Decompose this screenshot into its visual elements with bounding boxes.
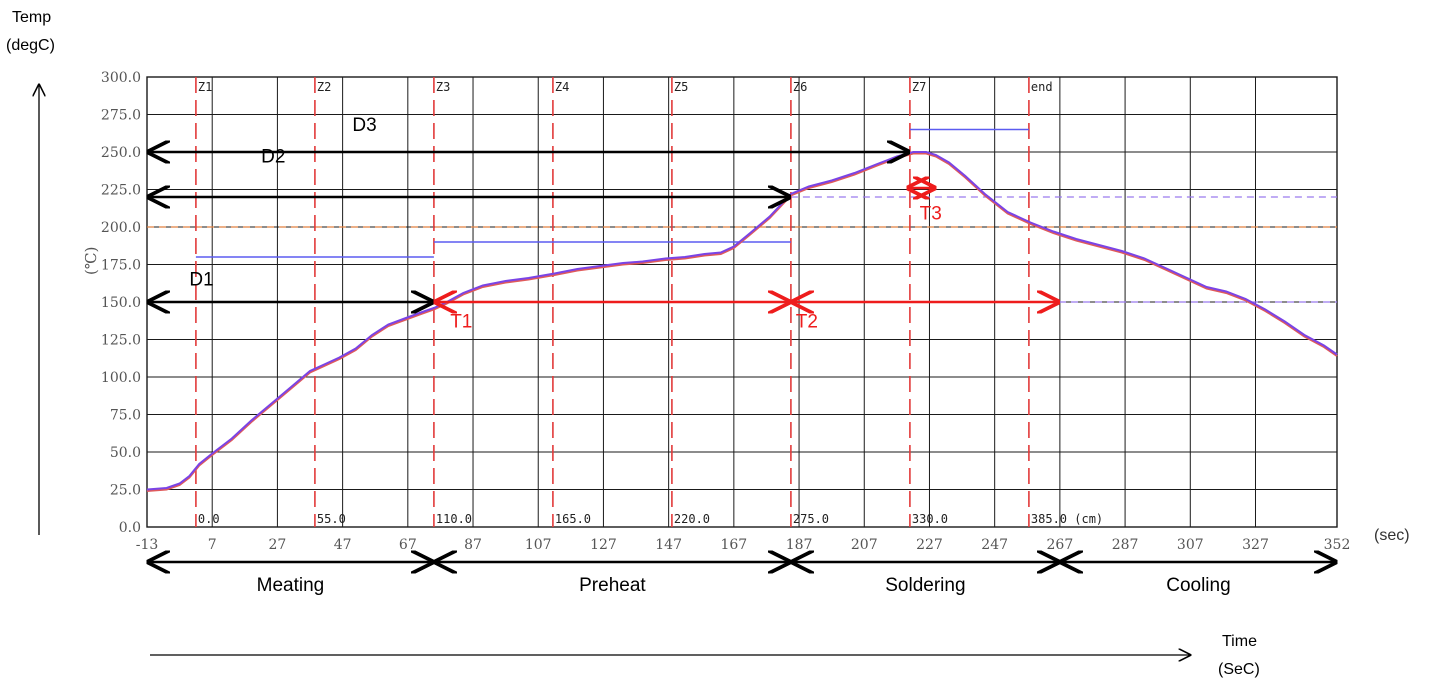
phase-label: Preheat (579, 575, 646, 596)
zone-label: Z1 (198, 80, 212, 94)
zone-label: Z7 (912, 80, 926, 94)
x-tick-label: 127 (590, 537, 617, 553)
y-tick-label: 200.0 (101, 220, 141, 236)
annotation-arrows: D1 D2 D3 T1 T2 T3 (149, 115, 1058, 333)
x-tick-label: 7 (208, 537, 217, 553)
y-tick-label: 25.0 (110, 483, 141, 499)
temperature-profile (146, 151, 1338, 492)
zone-label: Z6 (793, 80, 807, 94)
x-tick-label: 187 (786, 537, 813, 553)
y-tick-label: 125.0 (101, 333, 141, 349)
x-tick-label: 327 (1242, 537, 1269, 553)
profile-line (146, 151, 1338, 491)
outer-y-label-line1: Temp (12, 9, 51, 26)
zone-position-label: 220.0 (674, 512, 710, 526)
zone-label: end (1031, 80, 1053, 94)
y-tick-label: 75.0 (110, 408, 141, 424)
phase-arrows: Meating Preheat Soldering Cooling (149, 562, 1335, 596)
x-axis-unit-label: (sec) (1374, 527, 1410, 544)
outer-x-label-line2: (SeC) (1218, 661, 1260, 678)
y-tick-label: 225.0 (101, 183, 141, 199)
zone-position-label: 275.0 (793, 512, 829, 526)
zone-position-label: 0.0 (198, 512, 220, 526)
annotation-label-d3: D3 (352, 115, 376, 136)
axis-tick-labels: 0.0 25.0 50.0 75.0 100.0 125.0 150.0 175.0 200.0… (101, 70, 1350, 553)
x-tick-label: 267 (1047, 537, 1074, 553)
phase-label: Soldering (885, 575, 965, 596)
y-tick-label: 0.0 (119, 520, 141, 536)
y-axis-unit-label: (℃) (82, 247, 100, 275)
y-tick-label: 250.0 (101, 145, 141, 161)
phase-label: Cooling (1166, 575, 1230, 596)
x-tick-label: 107 (525, 537, 552, 553)
setpoint-lines (195, 128, 1029, 258)
x-tick-label: 352 (1324, 537, 1351, 553)
zone-label: Z3 (436, 80, 450, 94)
x-tick-label: 207 (851, 537, 878, 553)
zone-position-label: 385.0 (cm) (1031, 512, 1103, 526)
y-tick-label: 50.0 (110, 445, 141, 461)
y-tick-label: 300.0 (101, 70, 141, 86)
outer-y-label-line2: (degC) (6, 37, 55, 54)
y-tick-label: 175.0 (101, 258, 141, 274)
zone-position-label: 330.0 (912, 512, 948, 526)
x-tick-label: 47 (334, 537, 352, 553)
zone-label: Z4 (555, 80, 569, 94)
annotation-label-t3: T3 (920, 204, 942, 225)
phase-label: Meating (257, 575, 325, 596)
profile-line-secondary (146, 152, 1338, 492)
x-tick-label: -13 (136, 537, 159, 553)
x-tick-label: 247 (981, 537, 1008, 553)
zone-position-label: 55.0 (317, 512, 346, 526)
x-tick-label: 27 (268, 537, 286, 553)
zone-label: Z2 (317, 80, 331, 94)
x-tick-label: 67 (399, 537, 417, 553)
zone-label: Z5 (674, 80, 688, 94)
annotation-label-d1: D1 (189, 270, 213, 291)
x-tick-label: 167 (720, 537, 747, 553)
outer-x-label-line1: Time (1222, 633, 1257, 650)
y-tick-label: 100.0 (101, 370, 141, 386)
annotation-label-d2: D2 (261, 147, 285, 168)
x-tick-label: 287 (1112, 537, 1139, 553)
annotation-label-t1: T1 (450, 312, 472, 333)
zone-position-label: 110.0 (436, 512, 472, 526)
x-tick-label: 147 (655, 537, 682, 553)
y-tick-label: 150.0 (101, 295, 141, 311)
x-tick-label: 307 (1177, 537, 1204, 553)
x-tick-label: 227 (916, 537, 943, 553)
annotation-label-t2: T2 (796, 312, 818, 333)
y-tick-label: 275.0 (101, 108, 141, 124)
zone-position-label: 165.0 (555, 512, 591, 526)
x-tick-label: 87 (464, 537, 482, 553)
